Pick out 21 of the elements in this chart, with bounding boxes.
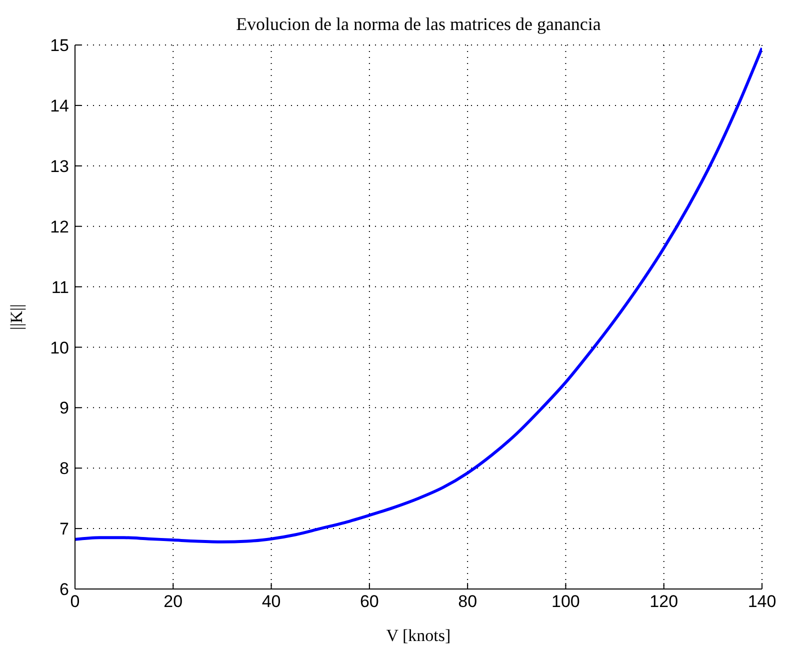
y-tick-label: 7 [60, 520, 69, 539]
x-tick-label: 140 [748, 592, 776, 612]
x-tick-label: 60 [360, 592, 379, 612]
x-tick-label: 20 [164, 592, 183, 612]
y-tick-label: 6 [60, 580, 69, 600]
y-tick-label: 10 [50, 338, 69, 358]
y-tick-label: 8 [60, 459, 69, 478]
x-tick-label: 40 [262, 592, 281, 612]
x-axis-title: V [knots] [386, 626, 451, 645]
y-tick-label: 13 [50, 156, 69, 176]
x-tick-label: 100 [552, 592, 580, 612]
y-tick-label: 12 [50, 217, 69, 236]
x-tick-label: 80 [458, 592, 478, 612]
y-tick-label: 9 [60, 398, 69, 418]
x-tick-label: 0 [70, 592, 80, 612]
chart-title: Evolucion de la norma de las matrices de ganancia [235, 14, 602, 35]
y-tick-label: 11 [51, 278, 69, 297]
y-axis-title: ||K|| [7, 304, 26, 330]
y-tick-label: 15 [50, 36, 69, 56]
y-tick-label: 14 [50, 96, 69, 116]
x-tick-label: 120 [650, 592, 678, 612]
